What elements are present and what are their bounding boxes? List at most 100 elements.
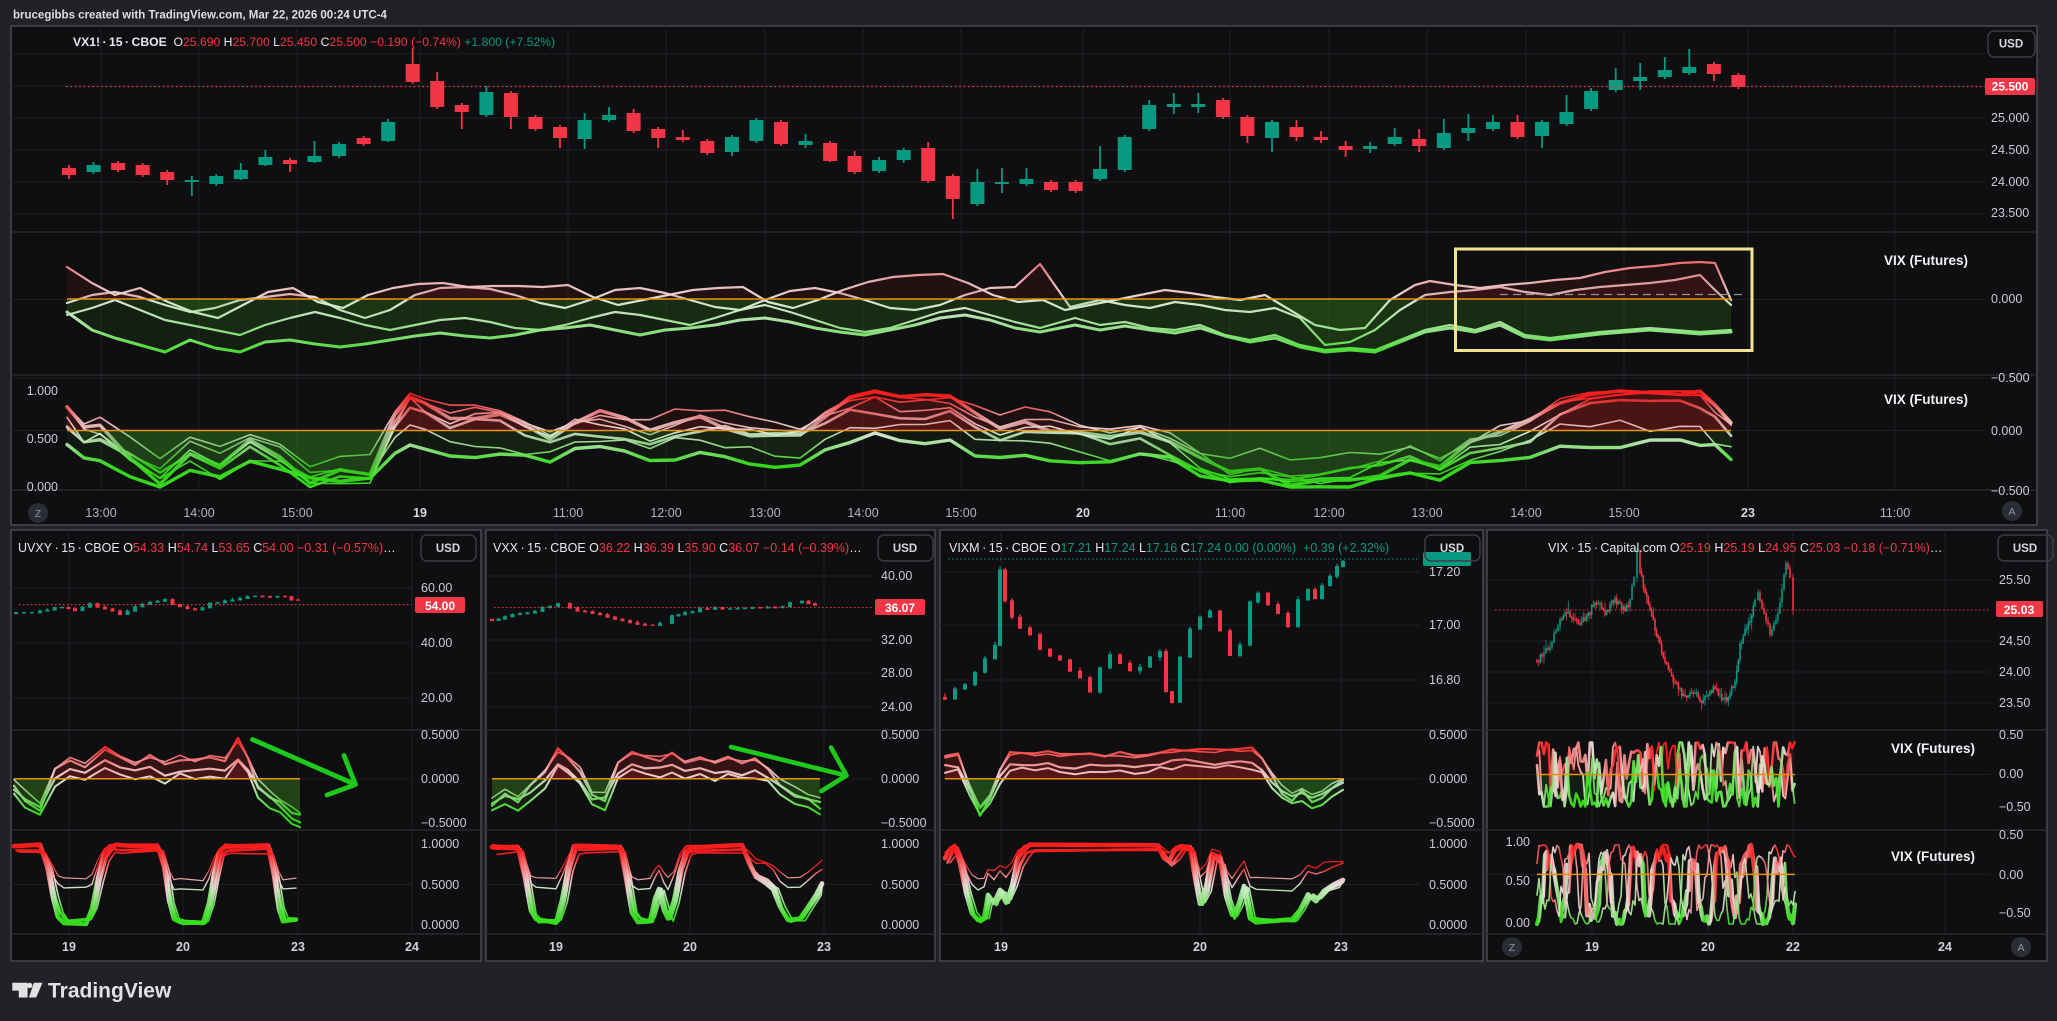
svg-text:14:00: 14:00 [183, 506, 214, 520]
svg-text:19: 19 [62, 940, 76, 954]
svg-text:1.00: 1.00 [1506, 835, 1530, 849]
svg-text:USD: USD [893, 543, 917, 555]
svg-text:−0.50: −0.50 [1999, 906, 2031, 920]
svg-text:14:00: 14:00 [847, 506, 878, 520]
svg-text:USD: USD [2013, 543, 2037, 555]
svg-text:25.500: 25.500 [1992, 80, 2029, 94]
svg-text:USD: USD [1440, 543, 1464, 555]
svg-text:Z: Z [35, 508, 42, 520]
svg-text:0.0000: 0.0000 [421, 772, 459, 786]
svg-text:1.0000: 1.0000 [421, 837, 459, 851]
svg-text:0.500: 0.500 [27, 432, 58, 446]
svg-text:32.00: 32.00 [881, 633, 912, 647]
svg-text:12:00: 12:00 [650, 506, 681, 520]
svg-text:24.00: 24.00 [881, 700, 912, 714]
svg-text:0.5000: 0.5000 [421, 728, 459, 742]
svg-text:0.50: 0.50 [1506, 874, 1530, 888]
svg-text:19: 19 [413, 506, 427, 520]
svg-text:1.000: 1.000 [27, 384, 58, 398]
svg-text:23: 23 [291, 940, 305, 954]
svg-text:0.000: 0.000 [1991, 292, 2022, 306]
svg-text:0.0000: 0.0000 [881, 918, 919, 932]
svg-text:−0.50: −0.50 [1999, 800, 2031, 814]
svg-text:19: 19 [549, 940, 563, 954]
svg-text:VX1! · 15 · CBOE O25.690 H25.: VX1! · 15 · CBOE O25.690 H25.700 L25.450… [73, 35, 555, 49]
svg-text:1.0000: 1.0000 [1429, 837, 1467, 851]
svg-text:24.50: 24.50 [1999, 634, 2030, 648]
svg-text:0.5000: 0.5000 [1429, 878, 1467, 892]
svg-text:13:00: 13:00 [749, 506, 780, 520]
svg-text:20: 20 [1076, 506, 1090, 520]
svg-text:0.0000: 0.0000 [1429, 772, 1467, 786]
svg-text:0.5000: 0.5000 [1429, 728, 1467, 742]
svg-text:0.50: 0.50 [1999, 728, 2023, 742]
svg-text:17.00: 17.00 [1429, 618, 1460, 632]
svg-text:23.500: 23.500 [1991, 206, 2029, 220]
svg-text:40.00: 40.00 [421, 636, 452, 650]
svg-text:0.5000: 0.5000 [421, 878, 459, 892]
svg-text:36.07: 36.07 [885, 601, 915, 615]
svg-text:USD: USD [436, 543, 460, 555]
svg-text:17.20: 17.20 [1429, 565, 1460, 579]
svg-text:25.03: 25.03 [2004, 603, 2035, 617]
svg-text:40.00: 40.00 [881, 569, 912, 583]
svg-text:11:00: 11:00 [553, 506, 583, 520]
svg-text:11:00: 11:00 [1880, 506, 1910, 520]
svg-text:0.000: 0.000 [1991, 424, 2022, 438]
svg-text:0.0000: 0.0000 [1429, 918, 1467, 932]
svg-text:19: 19 [1585, 940, 1599, 954]
svg-text:TradingView: TradingView [48, 980, 172, 1003]
svg-text:23.50: 23.50 [1999, 696, 2030, 710]
svg-text:0.5000: 0.5000 [881, 728, 919, 742]
svg-text:−0.5000: −0.5000 [881, 816, 927, 830]
svg-text:24: 24 [1938, 940, 1952, 954]
svg-text:0.5000: 0.5000 [881, 878, 919, 892]
svg-text:VIXM · 15 · CBOE O17.21 H17.24: VIXM · 15 · CBOE O17.21 H17.24 L17.16 C1… [949, 541, 1389, 555]
svg-text:0.00: 0.00 [1999, 868, 2023, 882]
svg-text:15:00: 15:00 [945, 506, 976, 520]
svg-text:A: A [2017, 942, 2024, 954]
svg-text:brucegibbs created with Tradin: brucegibbs created with TradingView.com,… [13, 10, 387, 22]
svg-text:24.00: 24.00 [1999, 665, 2030, 679]
svg-text:0.0000: 0.0000 [881, 772, 919, 786]
svg-text:Z: Z [1509, 942, 1516, 954]
svg-text:20: 20 [176, 940, 190, 954]
svg-text:23: 23 [817, 940, 831, 954]
svg-text:20: 20 [1701, 940, 1715, 954]
svg-text:23: 23 [1334, 940, 1348, 954]
svg-text:15:00: 15:00 [1608, 506, 1639, 520]
svg-text:0.00: 0.00 [1506, 916, 1530, 930]
svg-text:19: 19 [994, 940, 1008, 954]
svg-text:20: 20 [1193, 940, 1207, 954]
svg-text:25.50: 25.50 [1999, 573, 2030, 587]
svg-text:11:00: 11:00 [1215, 506, 1245, 520]
svg-text:54.00: 54.00 [425, 599, 455, 613]
svg-text:VIX (Futures): VIX (Futures) [1891, 849, 1975, 864]
svg-text:0.50: 0.50 [1999, 828, 2023, 842]
svg-text:0.0000: 0.0000 [421, 918, 459, 932]
svg-text:0.000: 0.000 [27, 480, 58, 494]
svg-text:VIX (Futures): VIX (Futures) [1884, 253, 1968, 268]
svg-text:15:00: 15:00 [281, 506, 312, 520]
svg-text:VIX (Futures): VIX (Futures) [1884, 392, 1968, 407]
svg-text:14:00: 14:00 [1510, 506, 1541, 520]
svg-text:0.00: 0.00 [1999, 767, 2023, 781]
svg-text:24.000: 24.000 [1991, 175, 2029, 189]
svg-text:−0.500: −0.500 [1991, 371, 2030, 385]
svg-text:VXX · 15 · CBOE O36.22 H36.39: VXX · 15 · CBOE O36.22 H36.39 L35.90 C36… [493, 541, 862, 555]
svg-text:13:00: 13:00 [1411, 506, 1442, 520]
svg-text:−0.500: −0.500 [1991, 484, 2030, 498]
svg-text:−0.5000: −0.5000 [421, 816, 467, 830]
svg-text:24: 24 [405, 940, 419, 954]
svg-text:VIX (Futures): VIX (Futures) [1891, 741, 1975, 756]
svg-text:12:00: 12:00 [1313, 506, 1344, 520]
svg-text:25.000: 25.000 [1991, 111, 2029, 125]
svg-text:UVXY · 15 · CBOE O54.33 H54.74: UVXY · 15 · CBOE O54.33 H54.74 L53.65 C5… [18, 541, 396, 555]
svg-text:−0.5000: −0.5000 [1429, 816, 1475, 830]
svg-text:23: 23 [1741, 506, 1755, 520]
svg-text:VIX · 15 · Capital.com O25.19: VIX · 15 · Capital.com O25.19 H25.19 L24… [1548, 541, 1942, 555]
svg-text:24.500: 24.500 [1991, 143, 2029, 157]
svg-text:16.80: 16.80 [1429, 673, 1460, 687]
svg-text:A: A [2008, 506, 2015, 518]
svg-text:28.00: 28.00 [881, 666, 912, 680]
